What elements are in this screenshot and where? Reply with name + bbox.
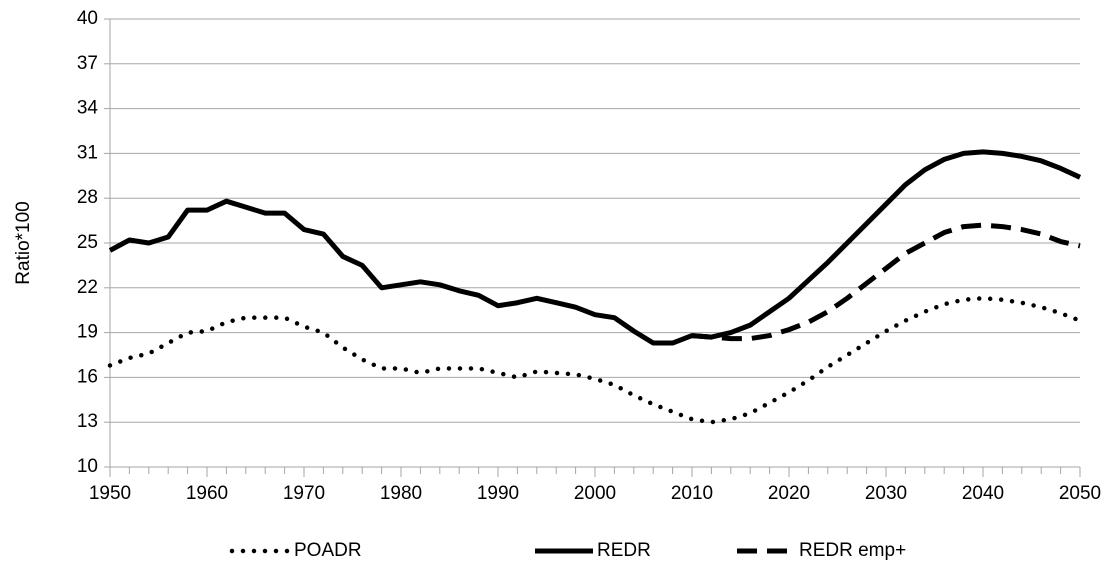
y-axis-label: Ratio*100 [13, 201, 34, 284]
x-tick-label: 2000 [574, 483, 616, 504]
y-tick-label: 22 [77, 277, 98, 298]
x-tick-label: 2040 [962, 483, 1004, 504]
y-tick-label: 16 [77, 366, 98, 387]
x-tick-label: 2010 [671, 483, 713, 504]
series-line [691, 222, 1081, 342]
x-tick-label: 1950 [89, 483, 131, 504]
x-tick-label: 2030 [865, 483, 907, 504]
x-tick-label: 1990 [477, 483, 519, 504]
x-tick-label: 2020 [768, 483, 810, 504]
legend-label: POADR [294, 540, 362, 561]
y-tick-label: 37 [77, 53, 98, 74]
legend-label: REDR [597, 540, 651, 561]
y-tick-label: 34 [77, 98, 99, 119]
legend-label: REDR emp+ [799, 540, 906, 561]
y-tick-label: 40 [77, 8, 98, 29]
y-tick-label: 10 [77, 456, 98, 477]
y-tick-label: 25 [77, 232, 98, 253]
x-tick-label: 1970 [283, 483, 325, 504]
x-tick-label: 1960 [186, 483, 228, 504]
y-tick-label: 28 [77, 187, 98, 208]
series-line [108, 149, 1082, 346]
x-tick-label: 1980 [380, 483, 422, 504]
y-tick-label: 31 [77, 142, 98, 163]
y-tick-label: 13 [77, 411, 98, 432]
x-tick-label: 2050 [1059, 483, 1101, 504]
y-tick-label: 19 [77, 322, 98, 343]
